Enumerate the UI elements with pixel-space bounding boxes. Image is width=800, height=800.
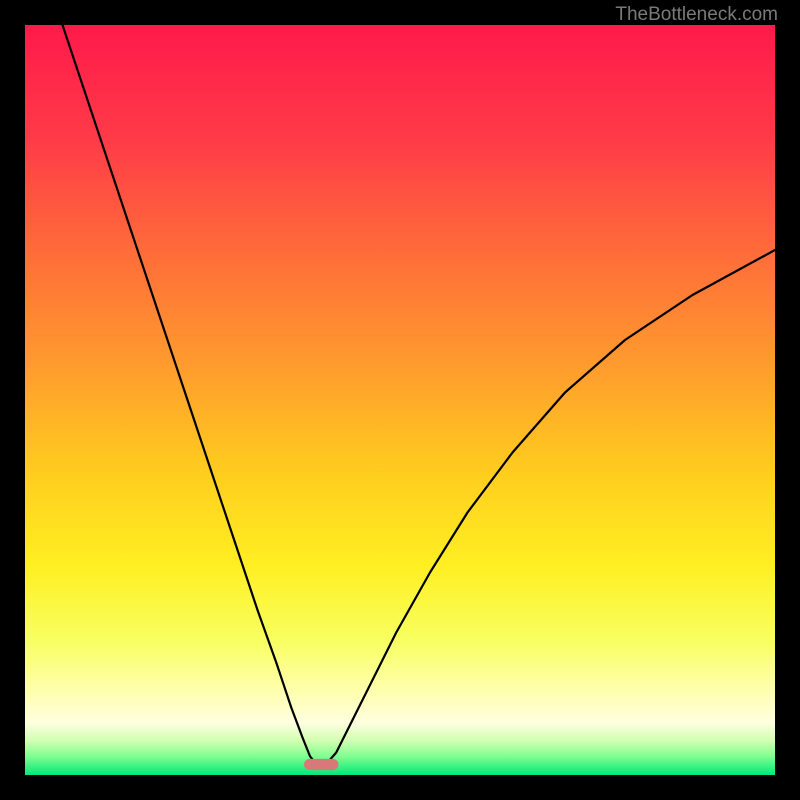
chart-background xyxy=(25,25,775,775)
chart-area xyxy=(25,25,775,775)
optimum-marker xyxy=(304,759,339,770)
chart-svg xyxy=(25,25,775,775)
watermark-text: TheBottleneck.com xyxy=(615,4,778,26)
